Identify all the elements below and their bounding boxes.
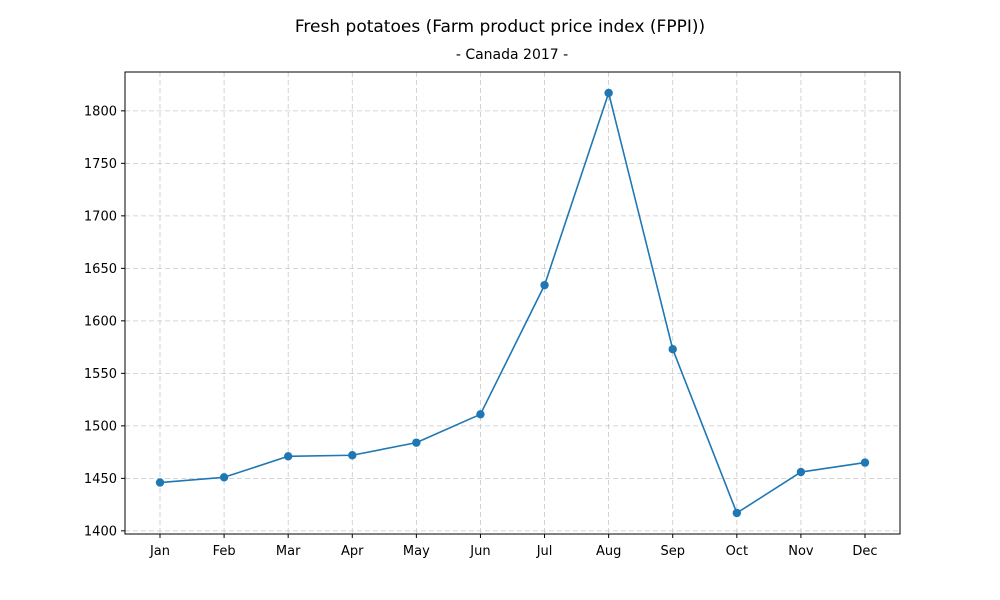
- y-tick-label: 1700: [84, 209, 117, 224]
- x-tick-label: Apr: [341, 544, 364, 559]
- y-tick-label: 1550: [84, 367, 117, 382]
- series-line: [159, 92, 866, 514]
- data-point-sep: [668, 345, 677, 354]
- data-point-aug: [604, 88, 613, 98]
- y-tick-label: 1600: [84, 314, 117, 329]
- y-tick-label: 1400: [84, 524, 117, 539]
- x-tick-label: May: [403, 544, 430, 559]
- axes: Jan Feb Mar Apr May Jun Jul Aug Sep Oct Nov Dec 1400…: [84, 104, 878, 559]
- chart-subtitle: - Canada 2017 -: [456, 47, 568, 63]
- x-tick-label: Jun: [469, 544, 490, 559]
- plot-area-frame: [124, 71, 901, 535]
- data-point-feb: [219, 473, 229, 482]
- data-point-may: [412, 438, 421, 447]
- chart-title: Fresh potatoes (Farm product price index…: [295, 17, 705, 37]
- data-point-apr: [348, 451, 357, 460]
- x-tick-label: Sep: [660, 544, 685, 559]
- series-layer: [155, 88, 870, 518]
- data-point-jan: [155, 478, 165, 487]
- x-tick-label: Feb: [213, 544, 236, 559]
- y-tick-label: 1800: [84, 104, 117, 119]
- x-tick-label: Jan: [149, 544, 170, 559]
- x-tick-label: Jul: [536, 544, 553, 559]
- x-tick-label: Dec: [852, 544, 877, 559]
- data-point-jun: [476, 410, 485, 419]
- x-tick-label: Mar: [276, 544, 301, 559]
- x-tick-label: Nov: [788, 544, 814, 559]
- y-tick-label: 1500: [84, 419, 117, 434]
- x-tick-label: Oct: [726, 544, 748, 559]
- grid-lines: [125, 72, 900, 534]
- data-point-dec: [860, 458, 870, 467]
- y-tick-label: 1750: [84, 157, 117, 172]
- data-point-jul: [540, 280, 549, 290]
- data-point-oct: [732, 508, 742, 518]
- y-tick-label: 1650: [84, 262, 117, 277]
- x-tick-label: Aug: [596, 544, 621, 559]
- y-tick-label: 1450: [84, 472, 117, 487]
- data-point-mar: [283, 452, 293, 461]
- data-point-nov: [796, 467, 806, 477]
